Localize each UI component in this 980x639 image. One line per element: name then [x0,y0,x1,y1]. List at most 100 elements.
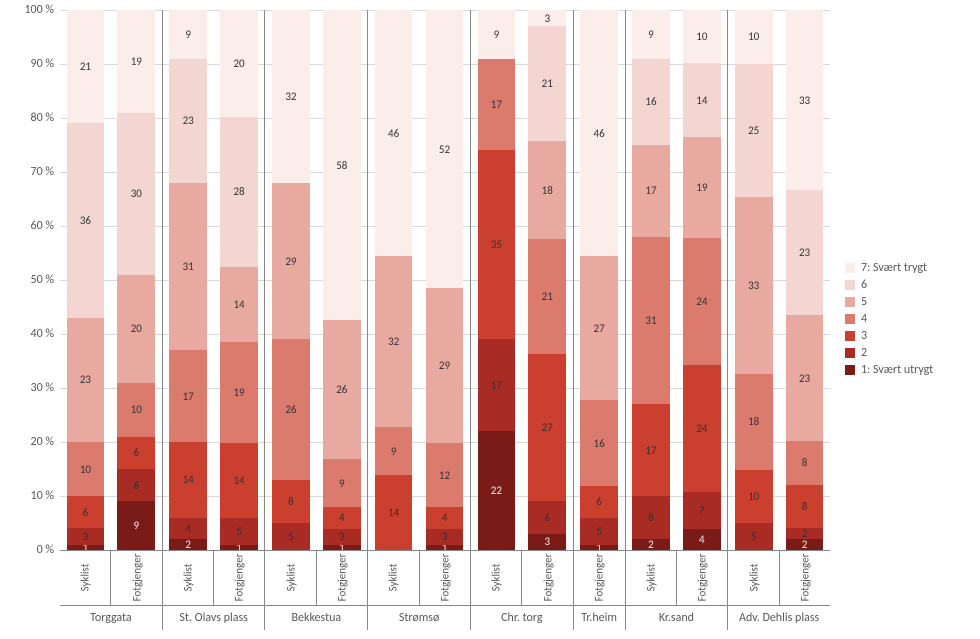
bar-segment: 8 [786,485,824,529]
x-category-label: Fotgjenger [110,550,161,605]
plot-area: 1361023362196610203019241417312391514191… [60,10,830,551]
bar-segment: 46 [580,10,618,256]
bar-segment: 6 [580,486,618,518]
bar-segment: 5 [272,523,310,550]
bar-segment-value: 25 [748,124,759,137]
bar-column: 151419142820 [214,10,265,550]
bar-segment-value: 3 [544,535,550,548]
bar-segment-value: 8 [288,495,294,508]
bar-segment: 7 [683,492,721,529]
x-group: SyklistFotgjengerTorggata [60,550,163,630]
bar-segment: 4 [683,529,721,550]
bar-segment: 3 [323,529,361,545]
bar-segment: 17 [632,145,670,237]
bar-segment: 19 [220,342,258,444]
bar-segment: 10 [67,442,105,496]
x-group: SyklistFotgjengerSt. Olavs plass [163,550,266,630]
bar-segment-value: 26 [285,403,296,416]
bar-segment-value: 29 [439,359,450,372]
bar-segment: 2 [632,539,670,550]
bar-segment: 8 [786,441,824,485]
bar-segment-value: 27 [542,421,553,434]
bar-segment-value: 5 [751,530,757,543]
bar-segment-value: 23 [799,246,810,259]
bar-column: 96610203019 [111,10,162,550]
x-category-label: Syklist [163,550,213,605]
x-category-label: Fotgjenger [213,550,264,605]
x-group-label: Chr. torg [471,605,573,630]
legend-item: 7: Svært trygt [845,261,933,275]
y-tick-label: 20 % [31,435,54,449]
bar-segment-value: 2 [648,539,654,550]
bar-segment-value: 21 [542,77,553,90]
bar-segment: 8 [632,496,670,539]
x-group-label: Bekkestua [265,605,367,630]
bar-segment-value: 31 [183,260,194,273]
bar-segment-value: 6 [134,479,140,492]
bar-group: 28173117169472424191410 [626,10,729,550]
bar-segment: 17 [632,404,670,496]
bar-segment: 19 [117,10,155,113]
bar-segment-value: 9 [134,519,140,532]
y-tick-label: 0 % [37,543,54,557]
bar-segment-value: 16 [645,95,656,108]
bar-segment: 32 [272,10,310,183]
y-tick-label: 90 % [31,57,54,71]
bar-segment-value: 23 [799,372,810,385]
bar-segment: 19 [683,137,721,238]
bar-segment-value: 5 [596,525,602,538]
bar-segment: 12 [426,443,464,507]
bar-segment-value: 14 [388,506,399,519]
bar-segment-value: 36 [80,214,91,227]
bar-segment: 29 [272,183,310,340]
stacked-bar: 5 8 26 29 32 [272,10,310,550]
bar-segment-value: 33 [799,94,810,107]
y-tick-label: 80 % [31,111,54,125]
bar-segment: 14 [169,442,207,518]
bar-column: 13610233621 [60,10,111,550]
bar-segment: 21 [67,10,105,123]
x-group-label: Kr.sand [626,605,728,630]
x-group: SyklistFotgjengerChr. torg [471,550,574,630]
x-category-label: Syklist [368,550,418,605]
bar-segment-value: 3 [442,530,448,543]
bar-segment-value: 8 [802,500,808,513]
bar-segment-value: 17 [491,98,502,111]
bar-segment: 9 [323,459,361,507]
bar-column: 2288232333 [779,10,830,550]
bar-segment-value: 6 [596,495,602,508]
bar-segment: 9 [375,427,413,475]
x-category-label: Fotgjenger [574,550,625,605]
bar-segment-value: 20 [233,57,244,70]
bar-group: 1361023362196610203019 [60,10,163,550]
x-group-label: Tr.heim [574,605,625,630]
legend-swatch [845,314,855,324]
legend-label: 2 [861,346,867,360]
bar-column: 1493246 [368,10,419,550]
bar-segment: 6 [67,496,105,528]
legend-swatch [845,280,855,290]
bar-segment-value: 7 [699,504,705,517]
bar-segment-value: 4 [185,522,191,535]
bar-segment-value: 17 [491,379,502,392]
bar-segment: 6 [117,469,155,501]
bar-segment-value: 30 [131,187,142,200]
bar-segment-value: 32 [388,335,399,348]
bar-segment-value: 29 [285,255,296,268]
x-group-label: St. Olavs plass [163,605,265,630]
bar-segment: 52 [426,10,464,288]
bar-segment-value: 35 [491,238,502,251]
bar-segment: 21 [528,239,566,354]
x-group: SyklistFotgjengerBekkestua [265,550,368,630]
bar-segment-value: 21 [80,60,91,73]
bar-group: 156162746 [574,10,626,550]
legend-swatch [845,331,855,341]
bar-segment: 18 [735,374,773,470]
bar-segment: 8 [272,480,310,523]
bar-segment-value: 10 [80,463,91,476]
x-category-label: Syklist [60,550,110,605]
x-group-label: Torggata [60,605,162,630]
bar-segment-value: 10 [748,30,759,43]
bar-segment-value: 24 [696,422,707,435]
bar-column: 24141731239 [163,10,214,550]
